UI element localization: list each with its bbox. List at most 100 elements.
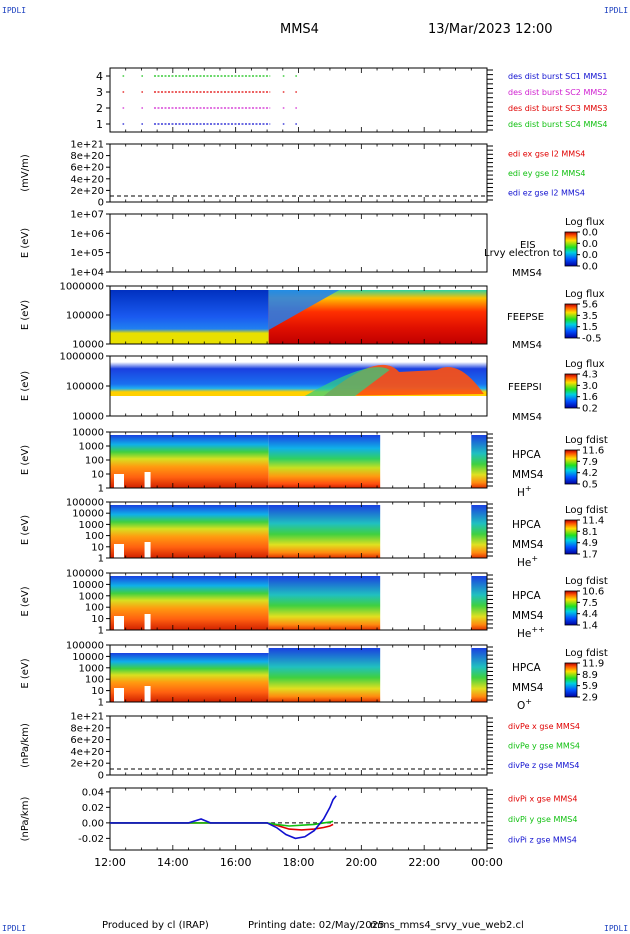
hpca_h-colorbar-tick-label: 11.6 xyxy=(582,446,604,457)
hpca_he-data-gap xyxy=(114,544,124,558)
edi-legend-entry: edi ez gse l2 MMS4 xyxy=(508,188,585,197)
feepse-colorbar-title: Log flux xyxy=(565,289,605,300)
hpca_o-colorbar xyxy=(564,662,578,698)
hpca_he-ytick-label: 100 xyxy=(85,531,104,542)
time-axis-tick-label: 20:00 xyxy=(345,856,377,869)
time-axis-tick-label: 14:00 xyxy=(157,856,189,869)
eis-ylabel: E (eV) xyxy=(20,228,31,258)
feepse-heatmap-quiet xyxy=(110,290,269,344)
hpca_h-ytick-label: 10000 xyxy=(72,428,104,439)
divpe-ytick-label: 8e+20 xyxy=(70,723,104,734)
feepse-heatmap-wedge xyxy=(268,290,340,330)
hpca_he-ytick-label: 10 xyxy=(91,542,104,553)
hpca_hepp-ytick-label: 10000 xyxy=(72,580,104,591)
time-axis-tick-label: 12:00 xyxy=(94,856,126,869)
hpca_o-colorbar-tick-label: 2.9 xyxy=(582,693,598,704)
feepse-ytick-label: 1000000 xyxy=(59,282,104,293)
edi-ytick-label: 1e+21 xyxy=(70,140,104,151)
divpi-ytick-label: 0.04 xyxy=(82,787,104,798)
feepsi-colorbar-tick-label: 0.2 xyxy=(582,404,598,415)
divpi-ytick-label: -0.02 xyxy=(78,834,104,845)
hpca_he-species-label: He+ xyxy=(517,554,538,569)
divpe-ytick-label: 1e+21 xyxy=(70,712,104,723)
hpca_h-ylabel: E (eV) xyxy=(20,445,31,475)
hpca_he-colorbar-tick-label: 4.9 xyxy=(582,538,598,549)
burst-ytick-label: 3 xyxy=(96,86,103,99)
spacecraft-title: MMS4 xyxy=(280,22,319,37)
edi-ytick-label: 0 xyxy=(98,198,104,209)
burst-legend-entry: des dist burst SC3 MMS3 xyxy=(508,104,607,113)
edi-frame xyxy=(109,143,488,203)
footer-printing-date: Printing date: 02/May/2025 xyxy=(248,920,385,931)
eis-ytick-label: 1e+05 xyxy=(70,248,104,259)
eis-colorbar-title: Log flux xyxy=(565,217,605,228)
hpca_o-ytick-label: 100000 xyxy=(66,641,104,652)
hpca_o-heatmap-pre xyxy=(110,653,269,702)
hpca_h-ytick-label: 100 xyxy=(85,456,104,467)
hpca_hepp-heatmap-pre xyxy=(110,576,269,630)
eis-ytick-label: 1e+06 xyxy=(70,229,104,240)
corner-logo-top-left: IPDLI xyxy=(2,6,27,15)
hpca_o-spacecraft-label: MMS4 xyxy=(512,682,544,694)
hpca_h-heatmap-post xyxy=(268,435,381,488)
divpe-ytick-label: 6e+20 xyxy=(70,735,104,746)
divpe-frame xyxy=(109,715,488,776)
hpca_h-instrument-label: HPCA xyxy=(512,449,542,461)
hpca_he-colorbar-title: Log fdist xyxy=(565,505,608,516)
corner-logo-bottom-right: IPDLI xyxy=(604,924,629,933)
feepse-ytick-label: 100000 xyxy=(66,311,104,322)
feepse-instrument-label: FEEPSE xyxy=(507,312,544,323)
divpe-ytick-label: 0 xyxy=(98,771,104,782)
eis-ytick-label: 1e+07 xyxy=(70,210,104,221)
feepsi-colorbar-tick-label: 4.3 xyxy=(582,370,598,381)
corner-logo-top-right: IPDLI xyxy=(604,6,629,15)
feepsi-colorbar-tick-label: 1.6 xyxy=(582,392,598,403)
hpca_hepp-ylabel: E (eV) xyxy=(20,586,31,616)
hpca_he-instrument-label: HPCA xyxy=(512,519,542,531)
feepse-ylabel: E (eV) xyxy=(20,300,31,330)
hpca_h-colorbar-tick-label: 0.5 xyxy=(582,480,598,491)
hpca_h-ytick-label: 10 xyxy=(91,470,104,481)
burst-legend-entry: des dist burst SC2 MMS2 xyxy=(508,88,607,97)
hpca_he-ytick-label: 1 xyxy=(98,554,104,565)
hpca_o-data-gap xyxy=(114,688,124,702)
eis-ytick-label: 1e+04 xyxy=(70,268,104,279)
feepsi-colorbar xyxy=(564,373,578,409)
time-axis-tick-label: 18:00 xyxy=(283,856,315,869)
hpca_o-instrument-label: HPCA xyxy=(512,662,542,674)
hpca_h-spacecraft-label: MMS4 xyxy=(512,469,544,481)
feepsi-colorbar-tick-label: 3.0 xyxy=(582,381,598,392)
hpca_o-ytick-label: 100 xyxy=(85,675,104,686)
eis-colorbar-tick-label: 0.0 xyxy=(582,228,598,239)
hpca_he-colorbar-tick-label: 8.1 xyxy=(582,527,598,538)
feepsi-instrument-label: FEEPSI xyxy=(508,382,542,393)
hpca_o-colorbar-tick-label: 11.9 xyxy=(582,659,604,670)
hpca_hepp-spacecraft-label: MMS4 xyxy=(512,610,544,622)
hpca_h-data-gap xyxy=(114,474,124,488)
hpca_o-heatmap-late xyxy=(471,648,487,702)
hpca_o-data-gap xyxy=(144,686,151,702)
feepsi-ytick-label: 1000000 xyxy=(59,352,104,363)
hpca_he-ytick-label: 10000 xyxy=(72,509,104,520)
hpca_hepp-ytick-label: 100 xyxy=(85,603,104,614)
hpca_h-species-label: H+ xyxy=(517,484,532,499)
hpca_h-ytick-label: 1 xyxy=(98,484,104,495)
edi-ytick-label: 6e+20 xyxy=(70,163,104,174)
footer-script-name: mms_mms4_srvy_vue_web2.cl xyxy=(370,920,524,931)
hpca_o-ytick-label: 1000 xyxy=(79,663,104,674)
hpca_o-ytick-label: 10000 xyxy=(72,652,104,663)
divpi-frame xyxy=(109,787,488,851)
hpca_hepp-heatmap-late xyxy=(471,576,487,630)
hpca_o-colorbar-tick-label: 8.9 xyxy=(582,670,598,681)
hpca_hepp-species-label: He++ xyxy=(517,625,545,640)
hpca_hepp-colorbar-tick-label: 4.4 xyxy=(582,609,598,620)
edi-ylabel: (mV/m) xyxy=(20,154,31,192)
burst-frame xyxy=(109,67,488,133)
hpca_o-species-label: O+ xyxy=(517,697,532,712)
eis-overlay-label: Lrvy electron to xyxy=(484,248,563,259)
feepse-colorbar xyxy=(564,303,578,339)
hpca_o-ytick-label: 1 xyxy=(98,698,104,709)
eis-colorbar-tick-label: 0.0 xyxy=(582,239,598,250)
